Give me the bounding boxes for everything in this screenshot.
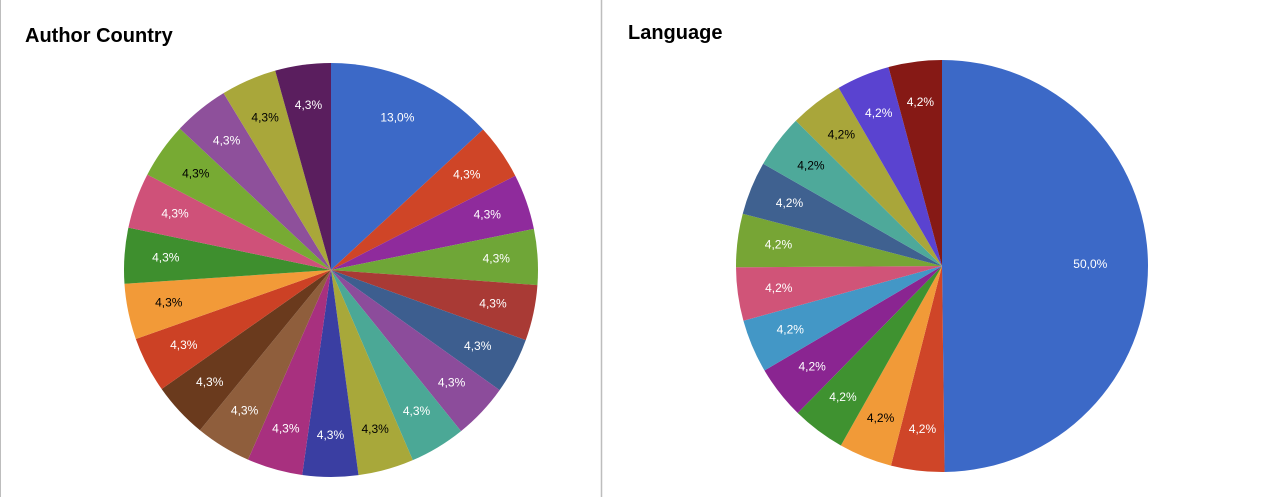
pie-slice [331, 270, 462, 461]
pie-slice [331, 270, 413, 476]
data-label: 4,3% [182, 167, 210, 181]
data-label: 4,3% [483, 252, 511, 266]
pie-slice [331, 270, 538, 341]
data-label: 4,2% [765, 238, 793, 252]
data-label: 4,3% [464, 339, 492, 353]
pie-slice [275, 63, 331, 270]
pie-slice [736, 213, 942, 268]
data-label: 4,2% [828, 128, 856, 142]
data-label: 4,3% [161, 207, 189, 221]
data-label: 4,2% [777, 322, 805, 336]
pie-slice [331, 270, 500, 432]
pie-slice [331, 175, 534, 270]
chart-title: Author Country [25, 25, 174, 47]
pie-slice [179, 93, 331, 270]
pie-slice [223, 70, 331, 270]
data-label: 4,3% [251, 110, 279, 124]
pie-slice [743, 266, 942, 371]
data-label: 4,3% [453, 167, 481, 181]
pie-slice [838, 67, 942, 266]
pie-slice [763, 120, 942, 266]
pie-slice [135, 270, 331, 389]
data-label: 4,3% [170, 338, 198, 352]
pie-slice [797, 266, 942, 446]
data-label: 4,3% [317, 428, 345, 442]
pie-slice [124, 227, 331, 284]
pie-slice [331, 129, 516, 270]
pie-slice [331, 270, 526, 391]
data-label: 4,3% [196, 375, 224, 389]
data-label: 4,2% [797, 158, 825, 172]
pie-slice [302, 270, 359, 477]
pie-slice [942, 60, 1148, 472]
data-label: 4,2% [907, 95, 935, 109]
pie-slice [248, 270, 331, 475]
data-label: 4,3% [403, 404, 431, 418]
data-label: 50,0% [1073, 257, 1107, 271]
data-label: 4,3% [213, 134, 241, 148]
data-label: 4,2% [867, 411, 895, 425]
data-label: 4,3% [438, 376, 466, 390]
pie-slice [736, 266, 942, 321]
data-label: 4,3% [479, 297, 507, 311]
chart-title: Language [628, 22, 722, 44]
pie-slice [742, 163, 942, 266]
data-label: 4,3% [361, 422, 389, 436]
data-label: 4,3% [295, 98, 323, 112]
data-label: 4,3% [155, 296, 183, 310]
data-label: 4,2% [776, 196, 804, 210]
data-label: 4,3% [474, 208, 502, 222]
pie-slice [147, 128, 331, 270]
pie-slice [331, 228, 538, 286]
pie-slice [128, 174, 331, 270]
data-label: 13,0% [380, 110, 414, 124]
data-label: 4,3% [272, 422, 300, 436]
pie-slice [124, 270, 331, 339]
pie-slice [890, 266, 945, 472]
pie-slice [199, 270, 331, 460]
data-label: 4,2% [765, 281, 793, 295]
pie-slice [764, 266, 942, 414]
pie-slice [161, 270, 331, 431]
data-label: 4,2% [798, 360, 826, 374]
data-label: 4,3% [231, 403, 259, 417]
pie-slice [840, 266, 942, 466]
pie-slice [888, 60, 942, 266]
data-label: 4,2% [865, 106, 893, 120]
data-label: 4,2% [909, 422, 937, 436]
pie-slice [331, 63, 484, 270]
data-label: 4,2% [829, 390, 857, 404]
pie-slice [795, 87, 942, 266]
data-label: 4,3% [152, 251, 180, 265]
